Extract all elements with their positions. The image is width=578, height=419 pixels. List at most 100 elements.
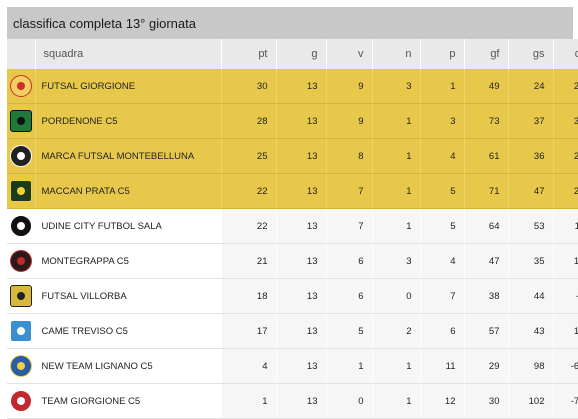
stat-gf: 73 [464, 103, 509, 139]
stat-pt: 18 [221, 278, 277, 314]
table-row[interactable]: PORDENONE C52813913733736 [7, 103, 578, 139]
table-row[interactable]: CAME TREVISO C51713526574314 [7, 313, 578, 349]
stat-g: 13 [276, 69, 327, 104]
team-logo-cell [7, 348, 36, 384]
stat-pt: 17 [221, 313, 277, 349]
header-logo [7, 39, 36, 69]
header-dr: dr [553, 39, 578, 69]
stat-v: 7 [326, 208, 373, 244]
stat-v: 6 [326, 278, 373, 314]
marca-futsal-logo-icon [9, 145, 32, 167]
team-logo-cell [7, 313, 36, 349]
stat-n: 1 [372, 103, 421, 139]
header-v: v [326, 39, 373, 69]
stat-n: 1 [372, 138, 421, 174]
team-logo-cell [7, 383, 36, 419]
table-row[interactable]: MACCAN PRATA C52213715714724 [7, 173, 578, 209]
stat-dr: -72 [553, 383, 578, 419]
stat-pt: 4 [221, 348, 277, 384]
stat-g: 13 [276, 243, 327, 279]
team-name[interactable]: TEAM GIORGIONE C5 [35, 383, 222, 419]
stat-gf: 29 [464, 348, 509, 384]
stat-n: 1 [372, 348, 421, 384]
team-name[interactable]: FUTSAL VILLORBA [35, 278, 222, 314]
standings-widget: classifica completa 13° giornata squadra… [7, 7, 578, 419]
header-n: n [372, 39, 421, 69]
stat-gs: 47 [508, 173, 554, 209]
header-g: g [276, 39, 327, 69]
futsal-giorgione-logo-icon [9, 75, 32, 97]
stat-pt: 30 [221, 69, 277, 104]
stat-pt: 25 [221, 138, 277, 174]
stat-gf: 61 [464, 138, 509, 174]
stat-dr: 25 [553, 69, 578, 104]
stat-n: 1 [372, 173, 421, 209]
stat-g: 13 [276, 208, 327, 244]
header-row: squadra pt g v n p gf gs dr [7, 39, 578, 69]
stat-dr: -6 [553, 278, 578, 314]
stat-dr: -69 [553, 348, 578, 384]
header-gf: gf [464, 39, 509, 69]
team-logo-cell [7, 103, 36, 139]
pordenone-c5-logo-icon [9, 110, 32, 132]
stat-p: 4 [420, 243, 465, 279]
stat-g: 13 [276, 103, 327, 139]
table-row[interactable]: UDINE CITY FUTBOL SALA2213715645311 [7, 208, 578, 244]
stat-g: 13 [276, 138, 327, 174]
team-name[interactable]: NEW TEAM LIGNANO C5 [35, 348, 222, 384]
stat-pt: 22 [221, 208, 277, 244]
stat-g: 13 [276, 383, 327, 419]
stat-gf: 71 [464, 173, 509, 209]
stat-p: 3 [420, 103, 465, 139]
stat-dr: 12 [553, 243, 578, 279]
stat-p: 7 [420, 278, 465, 314]
stat-gf: 57 [464, 313, 509, 349]
stat-dr: 14 [553, 313, 578, 349]
stat-gf: 30 [464, 383, 509, 419]
team-name[interactable]: PORDENONE C5 [35, 103, 222, 139]
team-logo-cell [7, 138, 36, 174]
team-name[interactable]: FUTSAL GIORGIONE [35, 69, 222, 104]
stat-g: 13 [276, 348, 327, 384]
stat-n: 3 [372, 69, 421, 104]
stat-v: 6 [326, 243, 373, 279]
stat-dr: 25 [553, 138, 578, 174]
table-row[interactable]: MARCA FUTSAL MONTEBELLUNA2513814613625 [7, 138, 578, 174]
stat-p: 6 [420, 313, 465, 349]
header-p: p [420, 39, 465, 69]
team-name[interactable]: MONTEGRAPPA C5 [35, 243, 222, 279]
stat-v: 1 [326, 348, 373, 384]
table-row[interactable]: MONTEGRAPPA C52113634473512 [7, 243, 578, 279]
came-treviso-logo-icon [9, 320, 32, 342]
stat-p: 5 [420, 173, 465, 209]
table-row[interactable]: FUTSAL GIORGIONE3013931492425 [7, 69, 578, 104]
stat-pt: 1 [221, 383, 277, 419]
team-name[interactable]: UDINE CITY FUTBOL SALA [35, 208, 222, 244]
team-name[interactable]: MARCA FUTSAL MONTEBELLUNA [35, 138, 222, 174]
stat-n: 0 [372, 278, 421, 314]
stat-n: 2 [372, 313, 421, 349]
stat-v: 5 [326, 313, 373, 349]
team-logo-cell [7, 278, 36, 314]
team-giorgione-logo-icon [9, 390, 32, 412]
stat-n: 1 [372, 208, 421, 244]
stat-pt: 28 [221, 103, 277, 139]
stat-g: 13 [276, 173, 327, 209]
stat-p: 12 [420, 383, 465, 419]
stat-p: 11 [420, 348, 465, 384]
team-logo-cell [7, 173, 36, 209]
stat-gs: 44 [508, 278, 554, 314]
stat-g: 13 [276, 278, 327, 314]
stat-pt: 21 [221, 243, 277, 279]
stat-v: 7 [326, 173, 373, 209]
stat-dr: 36 [553, 103, 578, 139]
stat-gs: 43 [508, 313, 554, 349]
stat-v: 9 [326, 69, 373, 104]
team-name[interactable]: MACCAN PRATA C5 [35, 173, 222, 209]
montegrappa-logo-icon [9, 250, 32, 272]
team-name[interactable]: CAME TREVISO C5 [35, 313, 222, 349]
team-logo-cell [7, 208, 36, 244]
